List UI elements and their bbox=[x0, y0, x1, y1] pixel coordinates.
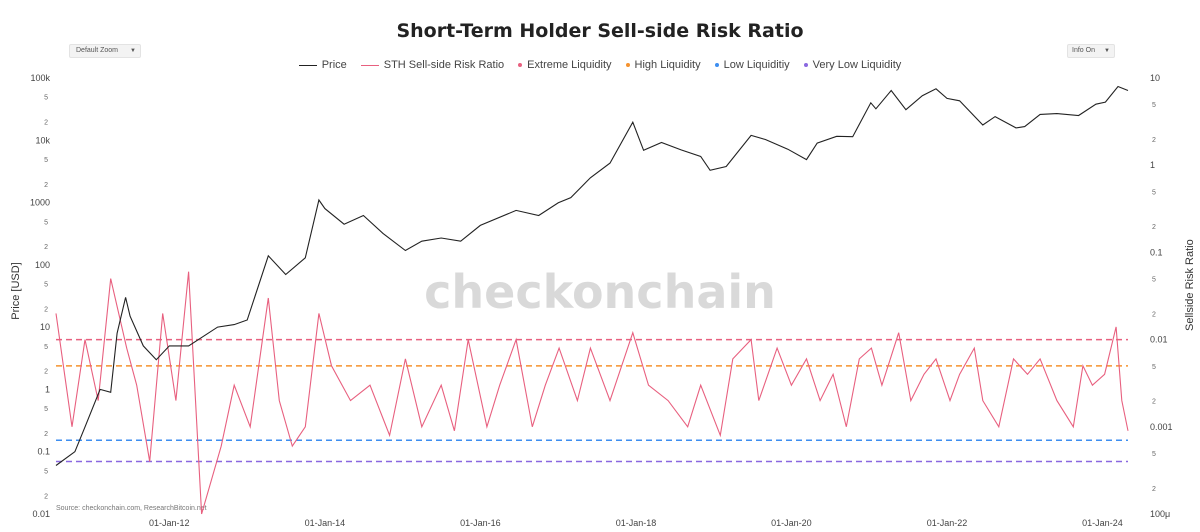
ratio-series-line bbox=[55, 271, 1129, 515]
legend-extreme-swatch bbox=[518, 63, 523, 67]
y-right-tick-label: 2 bbox=[1152, 224, 1156, 231]
legend-very-low-label: Very Low Liquidity bbox=[812, 59, 902, 71]
y-right-tick-label: 2 bbox=[1152, 399, 1156, 406]
y-left-tick-label: 2 bbox=[44, 182, 48, 189]
y-left-tick-label: 100k bbox=[30, 73, 50, 83]
chart-title: Short-Term Holder Sell-side Risk Ratio bbox=[396, 20, 804, 42]
y-right-tick-label: 10 bbox=[1150, 73, 1160, 83]
y-right-tick-label: 0.01 bbox=[1150, 335, 1168, 345]
x-tick-label: 01-Jan-16 bbox=[460, 518, 501, 528]
y-left-tick-label: 5 bbox=[44, 344, 48, 351]
y-left-tick-label: 5 bbox=[44, 157, 48, 164]
info-dropdown-label: Info On bbox=[1072, 47, 1095, 54]
y-right-tick-label: 0.001 bbox=[1150, 422, 1173, 432]
legend-item-ratio[interactable]: STH Sell-side Risk Ratio bbox=[360, 59, 505, 71]
y-left-tick-label: 5 bbox=[44, 406, 48, 413]
zoom-dropdown-label: Default Zoom bbox=[76, 47, 119, 54]
y-left-tick-label: 0.01 bbox=[32, 509, 50, 519]
legend-item-very-low[interactable]: Very Low Liquidity bbox=[803, 59, 902, 71]
chevron-down-icon: ▼ bbox=[130, 48, 136, 54]
legend-high-label: High Liquidity bbox=[634, 59, 701, 71]
legend-high-swatch bbox=[625, 63, 630, 67]
y-right-tick-label: 1 bbox=[1150, 160, 1155, 170]
source-text: Source: checkonchain.com, ResearchBitcoi… bbox=[56, 505, 207, 512]
y-right-tick-label: 5 bbox=[1152, 451, 1156, 458]
y-right-tick-label: 5 bbox=[1152, 102, 1156, 109]
legend-price-label: Price bbox=[321, 59, 347, 71]
legend-low-swatch bbox=[714, 63, 719, 67]
y-right-tick-label: 5 bbox=[1152, 277, 1156, 284]
y-left-tick-label: 2 bbox=[44, 244, 48, 251]
x-tick-label: 01-Jan-20 bbox=[771, 518, 812, 528]
legend-very-low-swatch bbox=[803, 63, 808, 67]
y-right-tick-label: 2 bbox=[1152, 311, 1156, 318]
y-right-tick-label: 2 bbox=[1152, 137, 1156, 144]
legend-price-swatch bbox=[298, 64, 317, 66]
x-tick-label: 01-Jan-22 bbox=[927, 518, 968, 528]
y-left-tick-label: 5 bbox=[44, 219, 48, 226]
legend-ratio-swatch bbox=[360, 64, 379, 66]
legend-ratio-label: STH Sell-side Risk Ratio bbox=[383, 59, 505, 71]
chart-legend: Price STH Sell-side Risk Ratio Extreme L… bbox=[0, 59, 1200, 71]
x-tick-label: 01-Jan-12 bbox=[149, 518, 190, 528]
price-series-line bbox=[55, 85, 1129, 466]
y-left-tick-label: 10k bbox=[35, 135, 50, 145]
y-right-tick-label: 2 bbox=[1152, 486, 1156, 493]
watermark-text: checkonchain bbox=[424, 265, 776, 319]
zoom-dropdown[interactable]: Default Zoom ▼ bbox=[69, 44, 141, 58]
y-left-tick-label: 10 bbox=[40, 322, 50, 332]
y-right-tick-label: 5 bbox=[1152, 364, 1156, 371]
y-right-tick-label: 100μ bbox=[1150, 509, 1170, 519]
x-tick-label: 01-Jan-24 bbox=[1082, 518, 1123, 528]
y-left-tick-label: 1 bbox=[45, 384, 50, 394]
y-left-tick-label: 2 bbox=[44, 431, 48, 438]
y-right-tick-label: 5 bbox=[1152, 189, 1156, 196]
legend-item-low[interactable]: Low Liquiditiy bbox=[714, 59, 790, 71]
legend-low-label: Low Liquiditiy bbox=[723, 59, 790, 71]
y-right-tick-label: 0.1 bbox=[1150, 247, 1163, 257]
y-left-tick-label: 2 bbox=[44, 306, 48, 313]
y-left-tick-label: 1000 bbox=[30, 198, 50, 208]
y-left-tick-label: 100 bbox=[35, 260, 50, 270]
x-tick-label: 01-Jan-18 bbox=[616, 518, 657, 528]
y-left-tick-label: 5 bbox=[44, 95, 48, 102]
y-left-tick-label: 5 bbox=[44, 282, 48, 289]
legend-item-price[interactable]: Price bbox=[298, 59, 347, 71]
y-left-tick-label: 0.1 bbox=[37, 447, 50, 457]
x-tick-label: 01-Jan-14 bbox=[305, 518, 346, 528]
chevron-down-icon: ▼ bbox=[1104, 48, 1110, 54]
y-left-tick-label: 2 bbox=[44, 369, 48, 376]
legend-extreme-label: Extreme Liquidity bbox=[527, 59, 612, 71]
y-left-tick-label: 2 bbox=[44, 493, 48, 500]
legend-item-extreme[interactable]: Extreme Liquidity bbox=[518, 59, 612, 71]
legend-item-high[interactable]: High Liquidity bbox=[625, 59, 701, 71]
y-left-tick-label: 2 bbox=[44, 120, 48, 127]
info-dropdown[interactable]: Info On ▼ bbox=[1067, 44, 1115, 58]
y-left-tick-label: 5 bbox=[44, 468, 48, 475]
